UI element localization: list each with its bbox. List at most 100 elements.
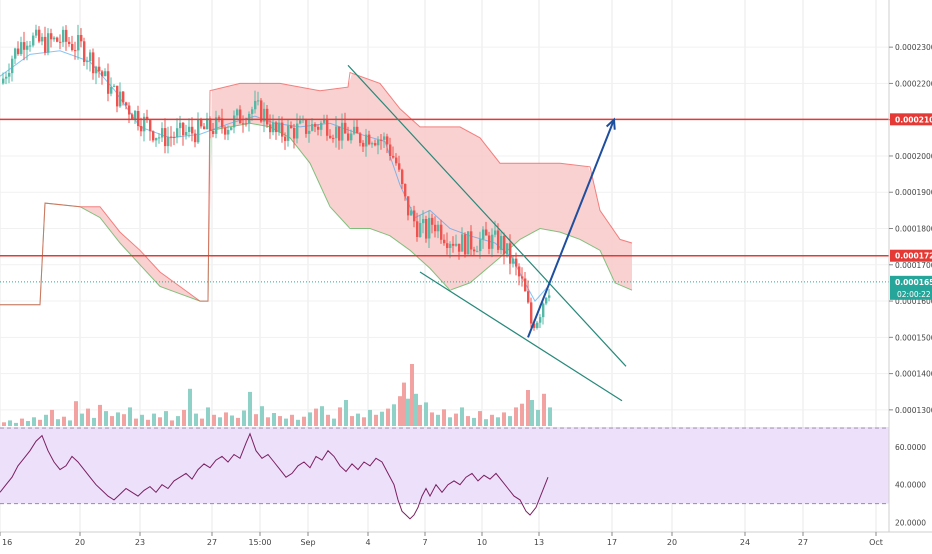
candle-body <box>392 156 394 158</box>
candle-body <box>266 109 268 125</box>
candle-body <box>341 123 343 141</box>
candle-body <box>488 236 490 249</box>
volume-bar <box>338 407 342 426</box>
volume-bar <box>158 417 162 426</box>
candle-body <box>332 138 334 139</box>
volume-bar <box>50 410 54 426</box>
candle-body <box>416 221 418 237</box>
cloud-segment-bearish <box>324 90 328 203</box>
volume-bar <box>32 417 36 426</box>
cloud-segment-bearish <box>524 163 528 237</box>
volume-bar <box>418 405 422 426</box>
cloud-segment-bearish <box>624 241 628 289</box>
candle-body <box>335 127 337 139</box>
candle-body <box>95 67 97 74</box>
volume-bar <box>278 416 282 426</box>
volume-bar <box>356 414 360 426</box>
candle-body <box>62 30 64 42</box>
cloud-segment-bearish <box>404 112 408 248</box>
candle-body <box>29 46 31 47</box>
volume-bar <box>402 383 406 426</box>
cloud-segment-bearish <box>520 163 524 239</box>
candle-body <box>128 106 130 115</box>
cloud-segment-bearish <box>540 163 544 229</box>
candle-body <box>98 67 100 72</box>
candle-body <box>59 42 61 43</box>
cloud-segment-bearish <box>472 134 476 282</box>
price-tick-label: 0.0002300 <box>895 43 932 52</box>
candle-body <box>38 30 40 42</box>
candle-body <box>137 111 139 126</box>
volume-bar <box>236 418 240 426</box>
time-tick-label: 24 <box>740 538 750 547</box>
candle-body <box>113 86 115 87</box>
candle-body <box>365 135 367 147</box>
candle-body <box>371 143 373 144</box>
candle-body <box>545 298 547 304</box>
candle-body <box>185 132 187 135</box>
volume-bar <box>442 409 446 426</box>
volume-bar <box>104 411 108 426</box>
volume-bar <box>368 410 372 426</box>
candle-body <box>440 225 442 240</box>
volume-bar <box>116 412 120 426</box>
volume-bar <box>502 412 506 426</box>
volume-bar <box>62 417 66 426</box>
candle-body <box>476 251 478 252</box>
candle-body <box>452 244 454 246</box>
cloud-segment-bearish <box>440 127 444 284</box>
candle-body <box>26 46 28 50</box>
candle-body <box>125 102 127 105</box>
volume-bar <box>230 416 234 427</box>
volume-bar <box>284 419 288 426</box>
candle-body <box>383 136 385 140</box>
candle-body <box>74 50 76 51</box>
volume-bar <box>350 416 354 426</box>
price-tick-label: 0.0001700 <box>895 261 932 270</box>
volume-bar <box>260 406 264 426</box>
candle-body <box>410 211 412 216</box>
candle-body <box>398 163 400 169</box>
candle-body <box>434 225 436 231</box>
time-tick-label: 10 <box>477 538 487 547</box>
cloud-segment-bearish <box>336 88 340 218</box>
candle-body <box>356 127 358 134</box>
candle-body <box>503 236 505 254</box>
time-tick-label: 20 <box>667 538 677 547</box>
price-axis[interactable]: 0.00013000.00014000.00015000.00016000.00… <box>889 0 932 532</box>
candle-body <box>428 218 430 239</box>
cloud-segment-bearish <box>512 163 516 246</box>
candle-body <box>518 267 520 277</box>
cloud-segment-bearish <box>456 127 460 288</box>
candle-body <box>41 37 43 42</box>
candle-body <box>323 120 325 123</box>
candle-body <box>86 61 88 62</box>
cloud-segment-bearish <box>344 87 348 226</box>
candle-body <box>164 128 166 146</box>
cloud-segment-bearish <box>384 89 388 236</box>
candle-body <box>419 223 421 237</box>
candle-body <box>284 137 286 141</box>
candle-body <box>479 239 481 251</box>
volume-bar <box>182 410 186 426</box>
candle-body <box>182 123 184 135</box>
volume-bar <box>20 419 24 426</box>
cloud-segment-bearish <box>532 163 536 233</box>
time-tick-label: 4 <box>365 538 370 547</box>
time-tick-label: Sep <box>300 538 315 547</box>
cloud-segment-bearish <box>412 120 416 256</box>
candle-body <box>464 234 466 254</box>
cloud-segment-bearish <box>536 163 540 231</box>
volume-bar <box>530 400 534 426</box>
candle-body <box>290 126 292 128</box>
volume-bar <box>86 409 90 426</box>
volume-bar <box>194 414 198 426</box>
cloud-segment-bearish <box>372 81 376 231</box>
candle-body <box>491 235 493 249</box>
cloud-segment-bearish <box>480 138 484 275</box>
candle-body <box>8 73 10 77</box>
volume-bar <box>74 401 78 426</box>
